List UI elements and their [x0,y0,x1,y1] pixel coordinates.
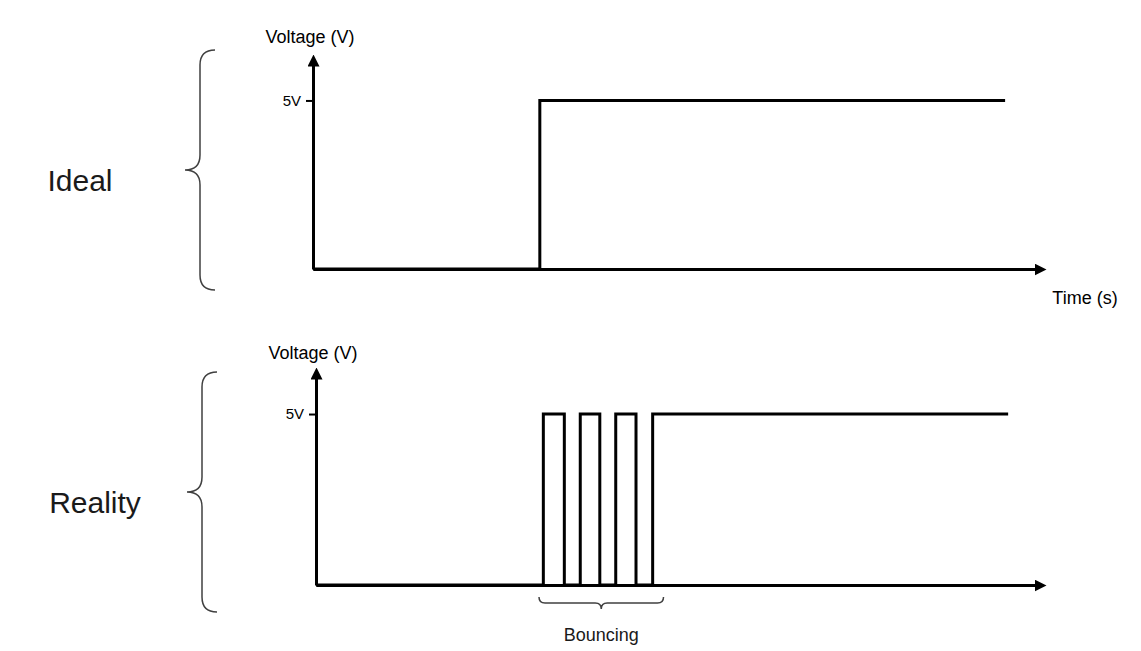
plot-area [316,414,1008,585]
chart: Reality 5V Voltage (V) Bouncing [49,343,1040,645]
plot-area [313,100,1005,269]
y-axis: 5V [286,374,317,586]
signal-line [316,414,1008,585]
axis-line [314,268,1041,271]
tick-label: 5V [286,405,304,422]
tick: 5V [286,405,316,422]
brace [185,50,215,290]
panel-label: Ideal [47,164,112,197]
axis-line [312,61,315,270]
y-axis: 5V [283,61,314,270]
x-axis-title: Time (s) [1052,288,1117,308]
brace [187,372,217,612]
chart: Ideal 5V Voltage (V) Time (s) [47,27,1117,308]
annotation: Bouncing [564,625,639,645]
panel-label: Reality [49,486,141,519]
canvas: Ideal 5V Voltage (V) Time (s) Reality 5V Volta… [0,0,1141,651]
axis-line [317,584,1041,587]
signal-line [313,100,1005,269]
x-axis [317,585,1041,586]
y-axis-title: Voltage (V) [265,27,354,47]
tick: 5V [283,92,313,109]
tick-label: 5V [283,92,301,109]
y-axis-title: Voltage (V) [268,343,357,363]
x-axis [314,269,1041,270]
annotation-brace [539,597,664,609]
tick-mark [306,100,313,102]
tick-mark [309,414,316,416]
axis-line [315,374,318,586]
